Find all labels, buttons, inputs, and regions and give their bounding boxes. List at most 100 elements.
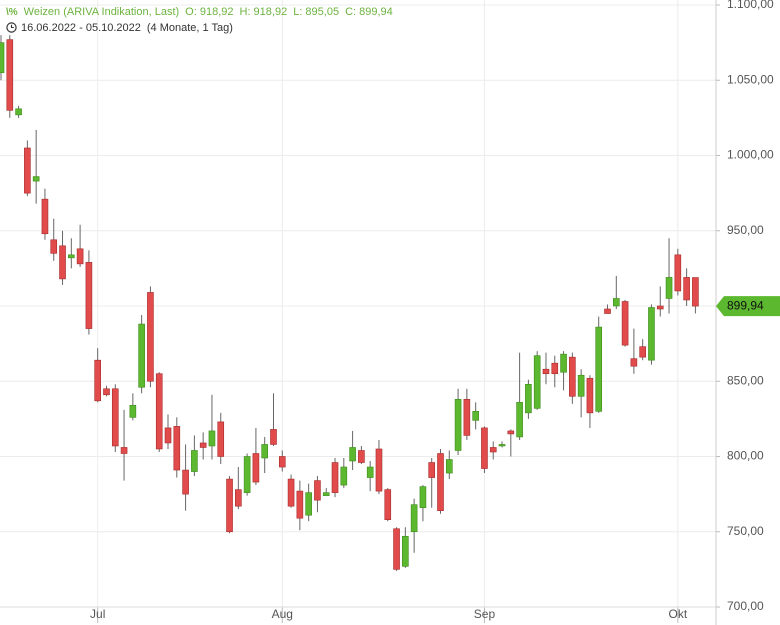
candle-body [41,198,49,235]
candle-body [129,405,137,418]
candle-body [648,307,655,361]
date-range: 16.06.2022 - 05.10.2022 [21,22,141,34]
x-tick-label: Aug [272,607,293,621]
candle-body [595,326,603,412]
candle-body [358,450,365,463]
candle-body [621,301,629,346]
candle-body [68,254,75,259]
candle-body [0,42,5,74]
candle-body [683,277,690,301]
candle-body [419,486,427,508]
period-line: 16.06.2022 - 05.10.2022 (4 Monate, 1 Tag) [6,22,239,34]
candle-body [305,492,312,516]
candle-body [577,374,585,397]
candle-body [226,478,233,533]
candle-body [560,353,567,373]
candle-body [50,239,58,254]
candle-body [85,262,93,329]
header-line: \% Weizen (ARIVA Indikation, Last) O: 918,… [6,6,399,18]
candle-body [525,383,532,414]
y-tick-label: 850,00 [727,373,764,387]
candle-body [94,359,101,402]
candle-body [76,248,84,265]
candle-body [173,426,181,471]
candle-body [393,528,400,570]
candle-body [454,399,462,451]
y-tick-label: 800,00 [727,449,764,463]
candle-body [270,429,277,445]
candle-body [287,478,295,507]
candle-body [639,346,646,358]
candle-body [24,147,31,194]
candle-body [349,447,356,462]
candle-body [586,377,594,414]
candle-body [182,469,189,495]
candle-body [252,453,260,483]
candle-body [191,450,198,472]
candle-body [437,453,444,511]
candle-body [656,305,664,310]
y-tick-label: 950,00 [727,223,764,237]
clock-icon [6,22,17,33]
candle-body [331,462,339,493]
y-tick-label: 750,00 [727,524,764,538]
candle-body [120,447,128,454]
candle-body [402,535,409,567]
candle-body [665,277,673,299]
candle-body [375,448,383,492]
candle-body [155,373,163,450]
candle-body [32,176,40,182]
x-tick-label: Okt [668,607,687,621]
candle-body [481,427,488,469]
candle-body [314,480,321,501]
candle-body [296,490,304,519]
period: (4 Monate, 1 Tag) [146,22,233,34]
stat: H: 918,92 [239,6,288,18]
candle-body [217,421,225,457]
candle-body [366,466,374,478]
candle-body [235,489,242,507]
candle-body [59,245,66,280]
candle-body [542,368,550,375]
stat: C: 899,94 [345,6,393,18]
candle-body [261,444,269,459]
x-tick-label: Jul [90,607,105,621]
candle-body [569,356,576,397]
candle-body [208,430,216,447]
candle-body [551,362,559,375]
candle-body [138,323,145,388]
candle-body [498,444,506,447]
candle-body [278,456,286,468]
candle-body [604,308,611,314]
candle-body [674,254,682,292]
y-tick-label: 1.050,00 [727,72,774,86]
candle-body [463,399,471,436]
candle-body [630,358,638,367]
candle-body [164,427,172,444]
icon: \% [6,7,18,18]
candle-body [516,402,523,438]
candle-body [111,388,119,447]
candle-body [507,430,515,435]
candle-body [199,442,207,448]
candle-body [612,298,620,307]
candle-body [533,355,541,409]
last-price-tag [716,296,780,317]
last-price-label: 899,94 [727,298,764,312]
y-tick-label: 1.000,00 [727,148,774,162]
x-tick-label: Sep [474,607,496,621]
y-tick-label: 1.100,00 [727,0,774,11]
candle-body [472,411,479,421]
stat: L: 895,05 [293,6,340,18]
candle-body [103,388,110,396]
candle-body [15,108,22,116]
candle-body [410,504,418,533]
chart-title: Weizen (ARIVA Indikation, Last) [23,6,180,18]
candle-body [6,39,14,111]
stat: O: 918,92 [185,6,234,18]
candle-body [489,447,497,453]
candle-body [428,462,436,478]
candle-body [322,492,330,496]
